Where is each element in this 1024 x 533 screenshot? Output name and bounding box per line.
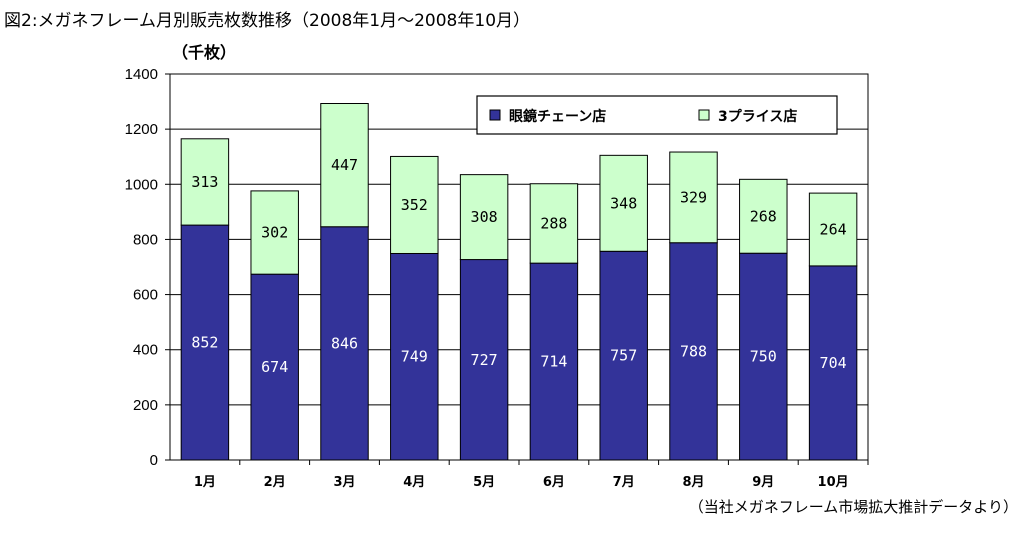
data-label-three-price: 268 (750, 207, 777, 225)
bars: 852 313 674 302 846 447 749 352 727 308 714 288 757 3… (180, 103, 858, 461)
bar-segment-chain (390, 252, 439, 461)
bar-segment-three-price (808, 192, 858, 267)
y-tick-label: 400 (133, 342, 158, 359)
y-tick-label: 1200 (125, 121, 158, 138)
bar-segment-chain (669, 242, 718, 461)
x-category-label: 2月 (264, 475, 286, 490)
x-category-label: 7月 (613, 475, 635, 490)
x-category-label: 9月 (752, 475, 774, 490)
data-label-three-price: 329 (680, 188, 707, 206)
bar-segment-three-price (390, 155, 439, 254)
bar-segment-three-price (739, 178, 788, 254)
x-category-label: 6月 (543, 475, 565, 490)
chart-title: 図2:メガネフレーム月別販売枚数推移（2008年1月〜2008年10月） (4, 11, 531, 31)
y-tick-label: 600 (133, 287, 158, 304)
bar-segment-chain (250, 273, 299, 461)
bar-segment-three-price (320, 103, 369, 228)
y-tick-label: 800 (133, 231, 158, 248)
bar-segment-chain (529, 262, 579, 461)
y-axis: 0 200 400 600 800 1000 1200 1400 (125, 66, 170, 469)
bar-segment-three-price (669, 151, 718, 244)
bar-segment-chain (808, 265, 858, 461)
data-label-chain: 788 (680, 342, 707, 360)
bar-segment-chain (459, 259, 509, 461)
legend: 眼鏡チェーン店 3プライス店 (476, 95, 838, 135)
data-label-chain: 674 (261, 358, 288, 376)
data-label-chain: 757 (610, 347, 637, 365)
legend-label-chain: 眼鏡チェーン店 (509, 108, 606, 125)
y-tick-label: 200 (133, 397, 158, 414)
bar-segment-chain (320, 226, 369, 461)
y-tick-label: 0 (150, 452, 158, 469)
bar-segment-three-price (599, 154, 648, 252)
data-label-chain: 852 (191, 334, 218, 352)
y-axis-unit-label: （千枚） (172, 43, 236, 62)
data-label-three-price: 308 (471, 208, 498, 226)
x-category-label: 5月 (473, 475, 495, 490)
data-label-three-price: 348 (610, 194, 637, 212)
data-label-three-price: 313 (191, 173, 218, 191)
source-note: （当社メガネフレーム市場拡大推計データより） (688, 498, 1018, 516)
x-category-label: 1月 (194, 475, 216, 490)
y-tick-label: 1000 (125, 176, 158, 193)
x-category-label: 4月 (403, 475, 425, 490)
data-label-three-price: 447 (331, 156, 358, 174)
x-category-label: 8月 (682, 475, 704, 490)
bar-segment-three-price (250, 190, 299, 275)
legend-box (476, 95, 838, 135)
data-label-chain: 749 (401, 348, 428, 366)
data-label-chain: 750 (750, 348, 777, 366)
legend-swatch-three-price (698, 109, 710, 121)
bar-segment-chain (180, 224, 230, 461)
legend-swatch-chain (489, 109, 501, 121)
bar-segment-three-price (459, 174, 509, 261)
x-category-label: 3月 (333, 475, 355, 490)
legend-label-three-price: 3プライス店 (718, 108, 797, 125)
data-label-three-price: 352 (401, 196, 428, 214)
data-label-chain: 727 (471, 351, 498, 369)
data-label-three-price: 288 (540, 214, 567, 232)
y-tick-label: 1400 (125, 66, 158, 83)
data-label-chain: 846 (331, 334, 358, 352)
bar-segment-chain (739, 252, 788, 461)
data-label-three-price: 264 (820, 221, 847, 239)
x-axis: 1月 2月 3月 4月 5月 6月 7月 8月 9月 10月 (194, 460, 869, 490)
bar-segment-three-price (529, 183, 579, 264)
x-category-label: 10月 (818, 475, 849, 490)
data-label-three-price: 302 (261, 224, 288, 242)
data-label-chain: 704 (820, 354, 847, 372)
bar-segment-three-price (180, 138, 230, 226)
bar-segment-chain (599, 250, 648, 461)
data-label-chain: 714 (540, 353, 567, 371)
